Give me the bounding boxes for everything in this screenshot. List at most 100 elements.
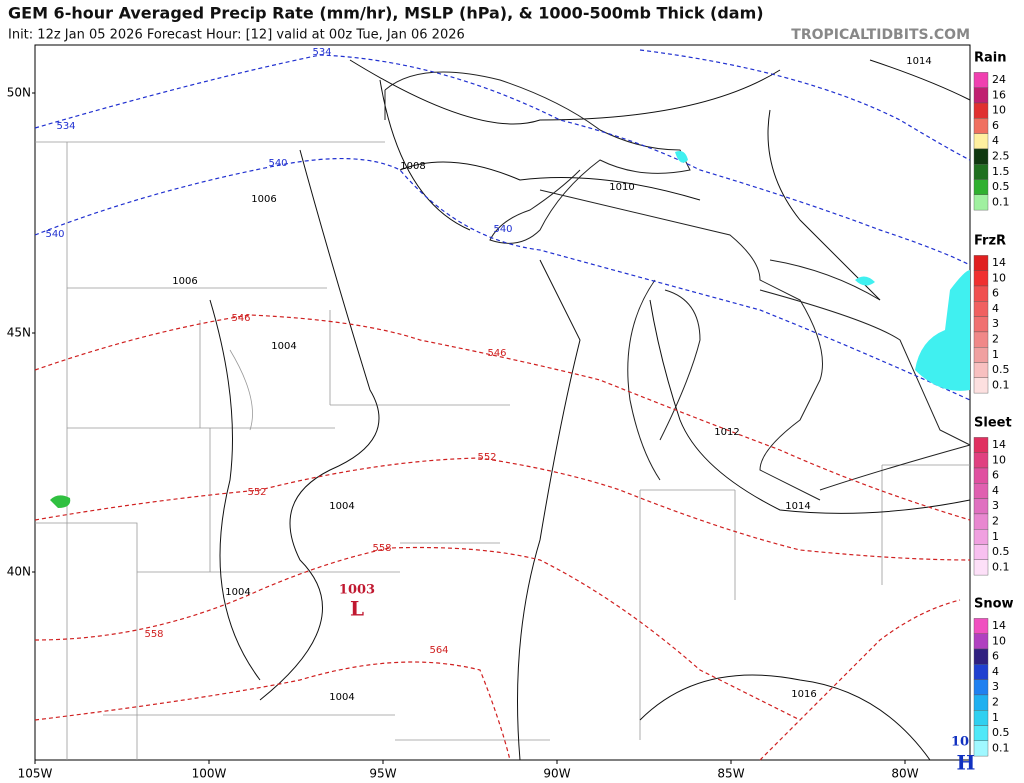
legend-tick: 3 <box>992 680 999 693</box>
legend-swatch <box>973 618 989 634</box>
legend-swatch <box>973 163 989 180</box>
legend-swatch <box>973 194 989 211</box>
legend-tick: 4 <box>992 484 999 497</box>
pressure-label: 1004 <box>271 341 296 352</box>
lat-label: 40N <box>7 565 31 579</box>
pressure-label: 1016 <box>791 689 816 700</box>
legend-tick: 0.5 <box>992 726 1010 739</box>
thickness-label: 540 <box>45 229 64 240</box>
legend-swatch <box>973 255 989 271</box>
legend-tick: 6 <box>992 119 999 132</box>
legend-swatch <box>973 377 989 394</box>
legend-swatch <box>973 133 989 150</box>
thickness-label: 558 <box>372 543 391 554</box>
map-frame <box>34 44 971 761</box>
legend-tick: 4 <box>992 134 999 147</box>
lat-label: 45N <box>7 326 31 340</box>
legend-tick: 0.5 <box>992 545 1010 558</box>
legend-tick: 0.1 <box>992 378 1010 391</box>
legend-swatch <box>973 452 989 469</box>
legend-tick: 6 <box>992 287 999 300</box>
thickness-label: 540 <box>493 224 512 235</box>
legend-tick: 2 <box>992 515 999 528</box>
legend-title: Sleet <box>974 416 1012 431</box>
legend-swatch <box>973 694 989 711</box>
center-value: 10 <box>951 735 969 750</box>
legend-swatch <box>973 102 989 119</box>
legend-tick: 1.5 <box>992 165 1010 178</box>
thickness-label: 558 <box>144 629 163 640</box>
legend-tick: 2.5 <box>992 150 1010 163</box>
thickness-label: 540 <box>268 158 287 169</box>
legend-swatch <box>973 679 989 696</box>
pressure-label: 1004 <box>329 501 354 512</box>
thickness-label: 546 <box>231 313 250 324</box>
legend-tick: 6 <box>992 650 999 663</box>
legend-swatch <box>973 544 989 561</box>
legend-swatch <box>973 316 989 333</box>
legend-swatch <box>973 710 989 726</box>
center-letter: L <box>350 597 364 621</box>
subtitle: Init: 12z Jan 05 2026 Forecast Hour: [12… <box>8 28 465 43</box>
title: GEM 6-hour Averaged Precip Rate (mm/hr),… <box>8 4 764 23</box>
legend-tick: 3 <box>992 317 999 330</box>
lon-label: 100W <box>192 767 227 781</box>
map <box>34 44 971 761</box>
pressure-label: 1006 <box>172 276 197 287</box>
legend-swatch <box>973 118 989 134</box>
legend-tick: 24 <box>992 73 1006 86</box>
legend-swatch <box>973 513 989 530</box>
precip-area <box>915 270 970 391</box>
legend-swatch <box>973 72 989 88</box>
thickness-label: 564 <box>429 645 448 656</box>
legend-tick: 3 <box>992 499 999 512</box>
legend-tick: 10 <box>992 634 1006 647</box>
pressure-label: 1004 <box>329 692 354 703</box>
legend-swatch <box>973 467 989 484</box>
legend-tick: 4 <box>992 665 999 678</box>
legend-swatch <box>973 270 989 287</box>
legend-swatch <box>973 301 989 317</box>
pressure-label: 1012 <box>714 427 739 438</box>
legend-swatch <box>973 664 989 680</box>
lat-label: 50N <box>7 86 31 100</box>
legend-swatch <box>973 362 989 379</box>
legend-swatch <box>973 437 989 453</box>
legend-tick: 14 <box>992 438 1006 451</box>
legend-swatch <box>973 179 989 196</box>
legend-tick: 0.1 <box>992 560 1010 573</box>
pressure-label: 1008 <box>400 161 425 172</box>
legend-swatch <box>973 740 989 757</box>
legend-swatch <box>973 87 989 104</box>
legend-swatch <box>973 725 989 742</box>
legend-tick: 10 <box>992 271 1006 284</box>
center-value: 1003 <box>339 583 375 598</box>
legend-tick: 1 <box>992 530 999 543</box>
pressure-label: 1014 <box>785 501 810 512</box>
thickness-label: 534 <box>312 47 331 58</box>
legend-title: Rain <box>974 51 1007 66</box>
legend-tick: 2 <box>992 696 999 709</box>
lon-label: 85W <box>717 767 744 781</box>
legend-swatch <box>973 633 989 650</box>
legend-swatch <box>973 559 989 576</box>
legend-tick: 4 <box>992 302 999 315</box>
pressure-label: 1004 <box>225 587 250 598</box>
legend-tick: 10 <box>992 104 1006 117</box>
legend-tick: 14 <box>992 619 1006 632</box>
lon-label: 95W <box>369 767 396 781</box>
legend-swatch <box>973 331 989 348</box>
legend-tick: 2 <box>992 333 999 346</box>
legend-title: FrzR <box>974 234 1006 249</box>
lon-label: 105W <box>18 767 53 781</box>
site: TROPICALTIDBITS.COM <box>791 27 970 43</box>
center-letter: H <box>957 751 976 775</box>
legend-swatch <box>973 347 989 363</box>
legend-tick: 1 <box>992 348 999 361</box>
thickness-label: 546 <box>487 348 506 359</box>
legend-tick: 0.5 <box>992 363 1010 376</box>
legend-swatch <box>973 498 989 515</box>
pressure-label: 1006 <box>251 194 276 205</box>
legend-tick: 10 <box>992 453 1006 466</box>
